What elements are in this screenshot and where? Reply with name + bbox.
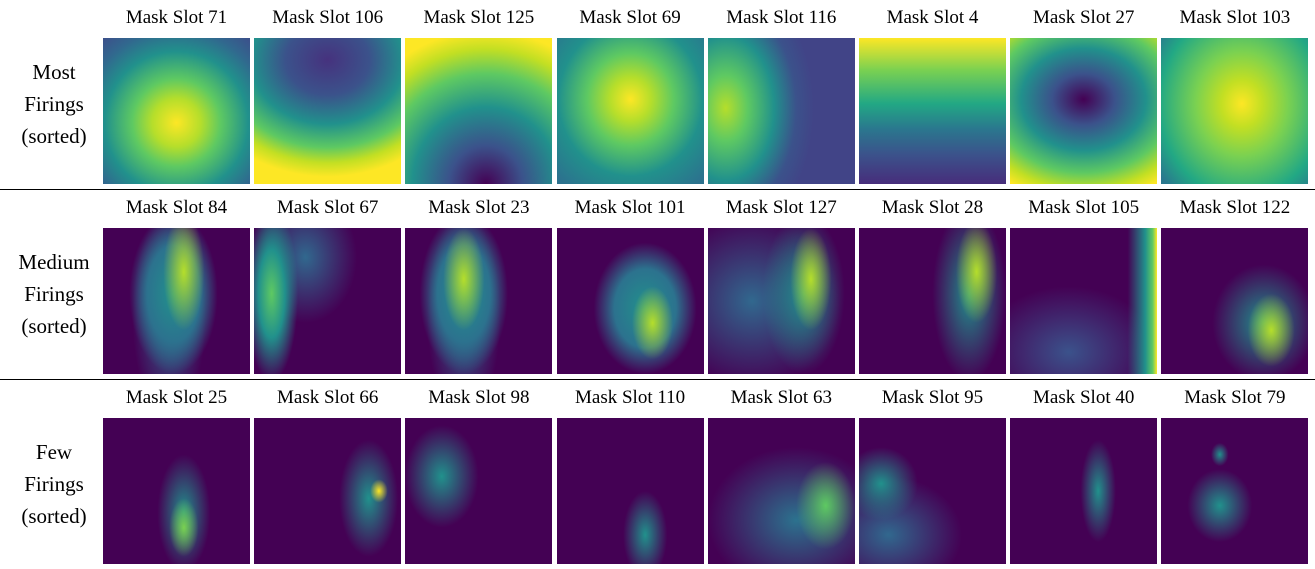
mask-image [859,38,1006,184]
mask-image [707,418,855,564]
mask-image [859,228,1006,374]
slot-title: Mask Slot 98 [428,387,530,408]
slot-title: Mask Slot 66 [277,387,379,408]
row-label: Firings [24,282,84,306]
mask-image [859,418,1006,564]
slot-title: Mask Slot 95 [881,387,984,408]
row-label: Firings [24,92,84,116]
slot-title: Mask Slot 27 [1033,7,1135,28]
mask-image [1010,228,1158,374]
slot-title: Mask Slot 67 [277,197,379,218]
mask-image [254,38,402,184]
slot-title: Mask Slot 122 [1179,197,1291,218]
slot-title: Mask Slot 4 [886,7,979,28]
mask-image [707,38,855,184]
row-label: Most [32,60,76,84]
slot-title: Mask Slot 71 [125,7,228,28]
mask-image [1161,418,1309,564]
row-label: (sorted) [21,504,87,528]
slot-title: Mask Slot 25 [125,387,228,408]
slot-title: Mask Slot 28 [881,197,984,218]
slot-title: Mask Slot 125 [423,7,535,28]
mask-image [556,38,704,184]
mask-image [1010,418,1158,564]
mask-image [254,418,402,564]
slot-title: Mask Slot 127 [725,197,837,218]
row-separator [0,189,1315,190]
row-separator [0,379,1315,380]
mask-image [103,418,250,564]
slot-title: Mask Slot 110 [575,387,686,408]
mask-image [405,418,553,564]
slot-title: Mask Slot 103 [1179,7,1291,28]
slot-title: Mask Slot 23 [428,197,530,218]
slot-title: Mask Slot 69 [579,7,681,28]
row-label: Few [35,440,73,464]
mask-image [556,228,704,374]
row-label: Medium [18,250,90,274]
slot-title: Mask Slot 84 [125,197,228,218]
row-label: Firings [24,472,84,496]
slot-title: Mask Slot 105 [1028,197,1140,218]
row-label: (sorted) [21,124,87,148]
mask-image [103,38,250,184]
mask-image [405,38,553,184]
slot-title: Mask Slot 101 [574,197,686,218]
slot-title: Mask Slot 106 [272,7,384,28]
mask-image [254,228,402,374]
slot-title: Mask Slot 116 [726,7,837,28]
mask-image [103,228,250,374]
mask-image [707,228,855,374]
mask-image [556,418,704,564]
mask-image [405,228,553,374]
slot-title: Mask Slot 79 [1184,387,1286,408]
slot-title: Mask Slot 63 [730,387,832,408]
mask-image [1161,228,1309,374]
mask-image [1161,38,1309,184]
slot-title: Mask Slot 40 [1033,387,1135,408]
mask-image [1010,38,1158,184]
row-label: (sorted) [21,314,87,338]
